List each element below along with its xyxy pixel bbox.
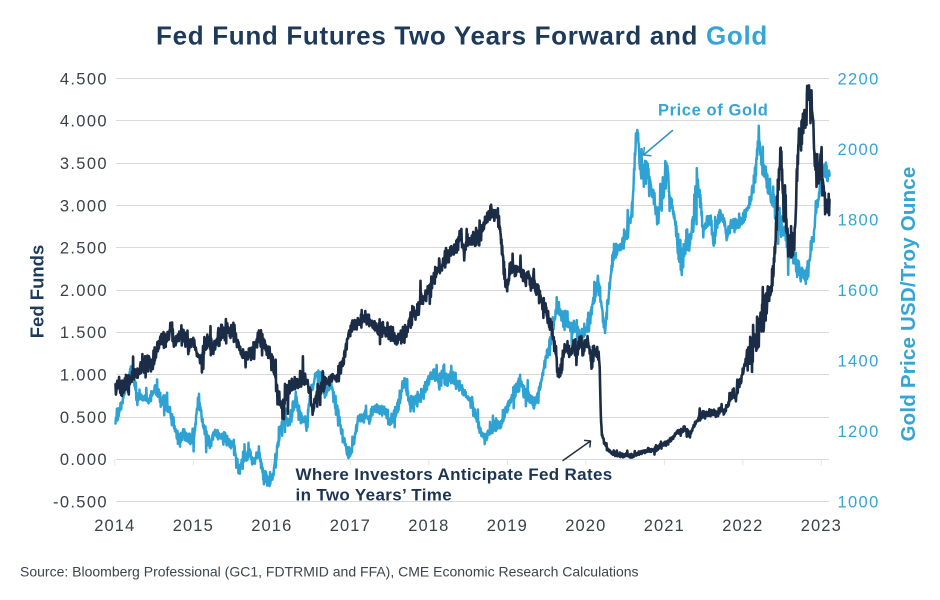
svg-text:Price of Gold: Price of Gold — [658, 102, 768, 120]
svg-text:1400: 1400 — [838, 352, 880, 370]
svg-text:4.500: 4.500 — [60, 70, 108, 88]
svg-text:Gold Price USD/Troy Ounce: Gold Price USD/Troy Ounce — [897, 167, 920, 442]
svg-text:3.500: 3.500 — [60, 155, 108, 173]
svg-text:2.000: 2.000 — [60, 282, 108, 300]
svg-text:2020: 2020 — [565, 517, 606, 535]
svg-text:2021: 2021 — [644, 517, 685, 535]
svg-text:2200: 2200 — [838, 70, 880, 88]
svg-text:1.500: 1.500 — [60, 324, 108, 342]
svg-text:1600: 1600 — [838, 282, 880, 300]
svg-text:2015: 2015 — [173, 517, 214, 535]
svg-text:0.000: 0.000 — [60, 451, 108, 469]
svg-text:1800: 1800 — [838, 211, 880, 229]
svg-text:2023: 2023 — [801, 517, 842, 535]
svg-text:2.500: 2.500 — [60, 240, 108, 258]
svg-text:Source: Bloomberg Professional: Source: Bloomberg Professional (GC1, FDT… — [20, 564, 639, 580]
svg-text:1.000: 1.000 — [60, 367, 108, 385]
svg-text:1000: 1000 — [838, 493, 880, 511]
svg-text:-0.500: -0.500 — [53, 493, 108, 511]
svg-text:2017: 2017 — [330, 517, 371, 535]
svg-text:Where Investors Anticipate Fed: Where Investors Anticipate Fed Rates — [296, 465, 613, 484]
svg-text:Fed Funds: Fed Funds — [27, 245, 48, 339]
svg-text:in Two Years’ Time: in Two Years’ Time — [296, 486, 453, 505]
svg-text:2014: 2014 — [94, 517, 135, 535]
svg-text:2016: 2016 — [251, 517, 292, 535]
svg-text:1200: 1200 — [838, 423, 880, 441]
svg-text:3.000: 3.000 — [60, 197, 108, 215]
svg-text:0.500: 0.500 — [60, 409, 108, 427]
svg-text:2018: 2018 — [408, 517, 449, 535]
svg-text:Fed Fund Futures Two Years For: Fed Fund Futures Two Years Forward and G… — [156, 21, 768, 51]
svg-text:2000: 2000 — [838, 141, 880, 159]
svg-text:4.000: 4.000 — [60, 113, 108, 131]
svg-text:2022: 2022 — [722, 517, 763, 535]
svg-text:2019: 2019 — [487, 517, 528, 535]
